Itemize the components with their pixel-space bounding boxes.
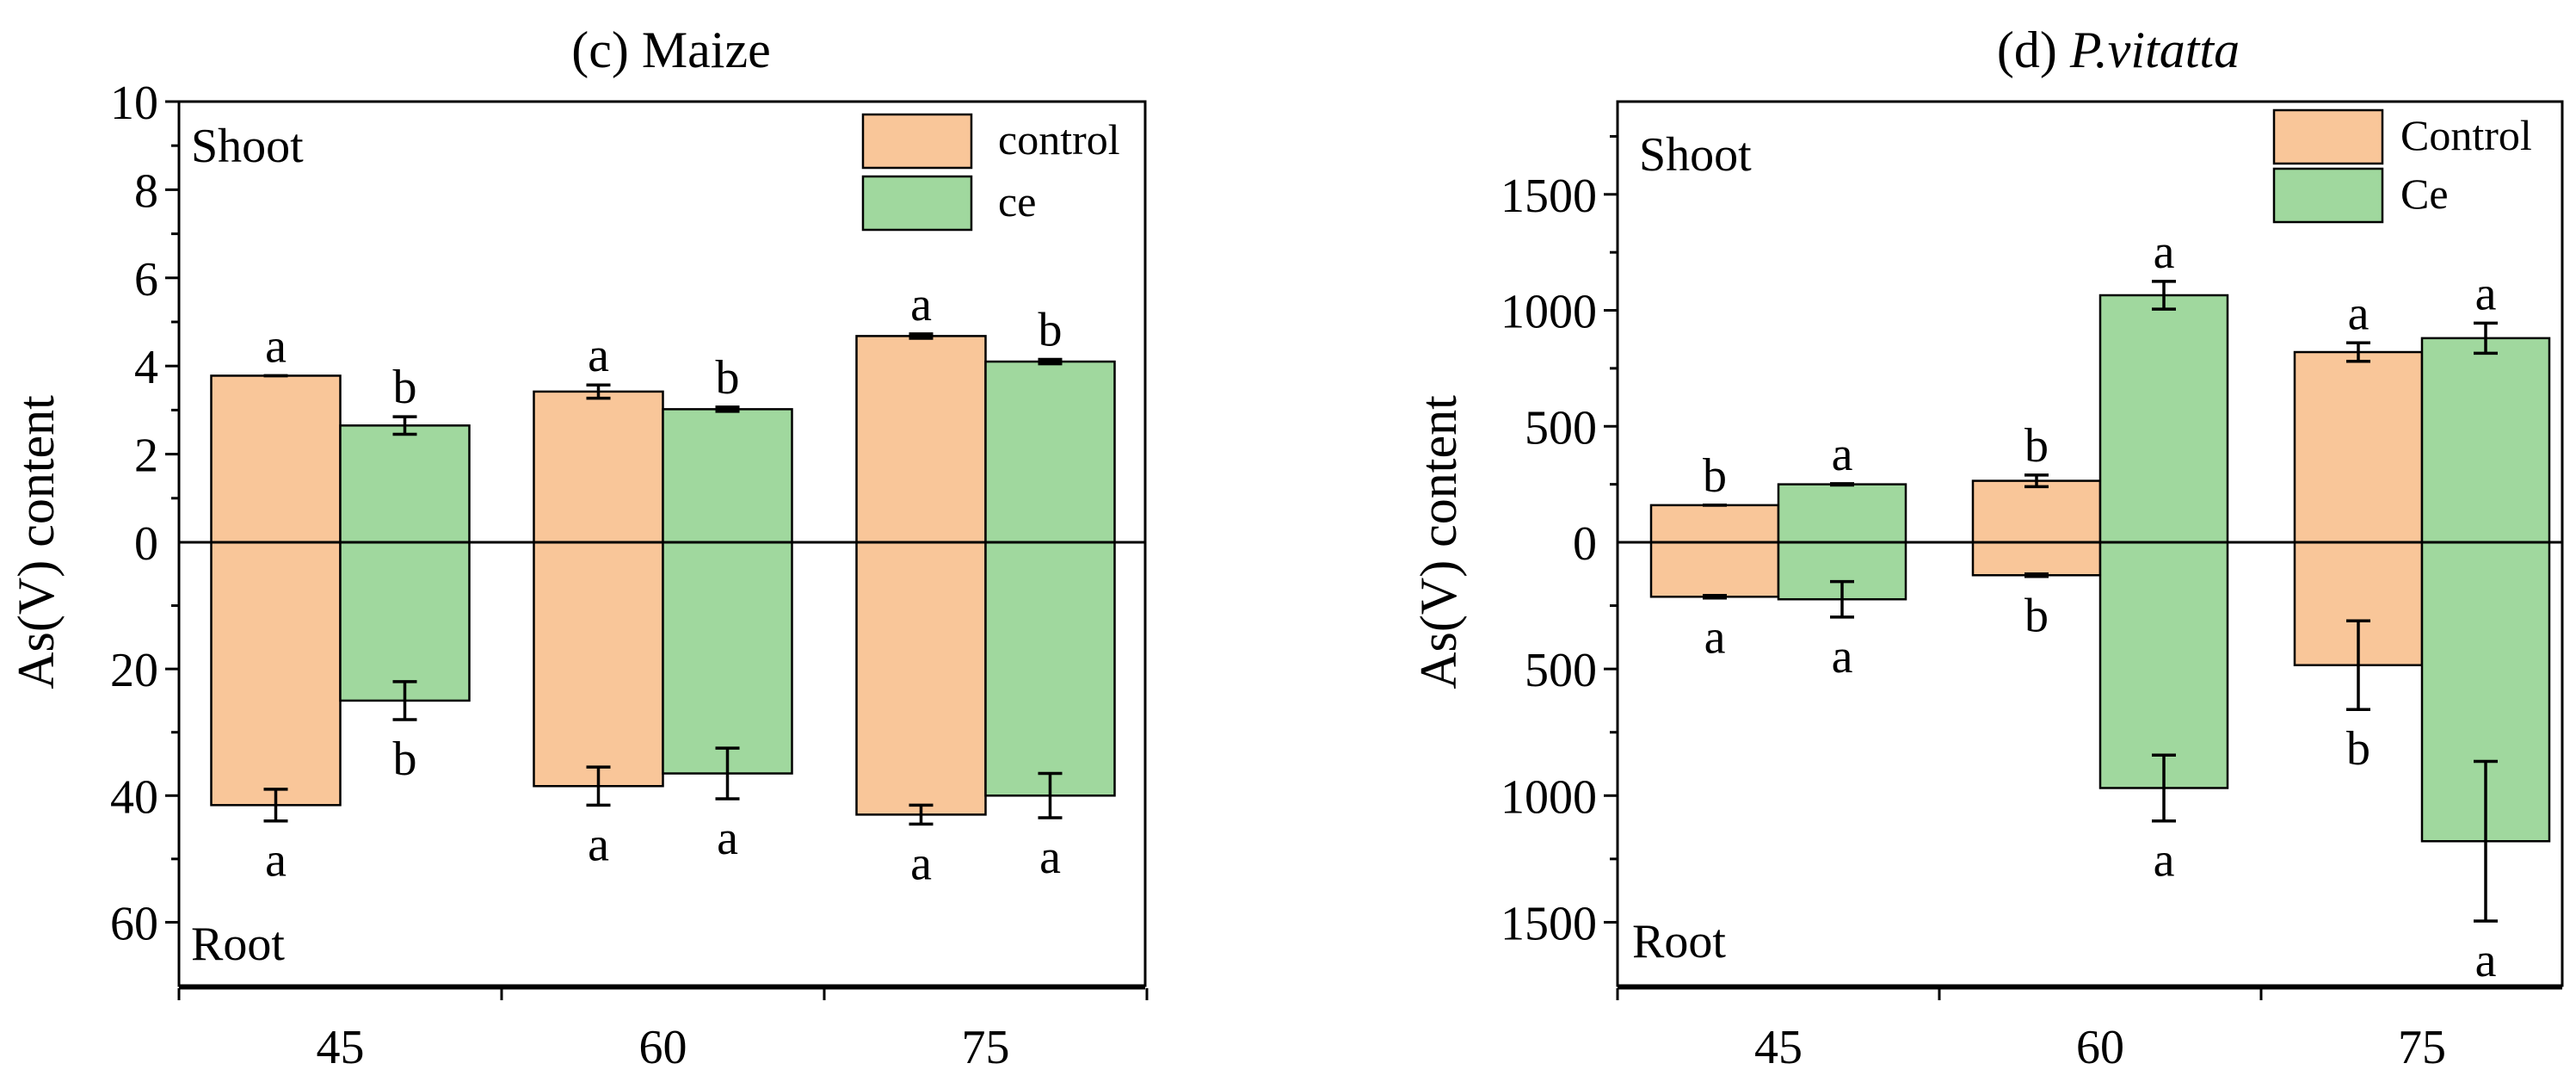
y-tick-label: 40 [110, 770, 158, 824]
bar-root-control-75 [855, 541, 987, 816]
significance-letter: a [2475, 267, 2497, 320]
bar-shoot-control-75 [855, 335, 987, 544]
panel-d: (d) P.vitatta As(V) content 1500 1000 500 0 50… [1410, 22, 2564, 1074]
significance-letter: b [2346, 722, 2370, 776]
bar-shoot-control-60 [1971, 479, 2102, 544]
significance-letter: b [393, 733, 417, 786]
significance-letter: a [588, 329, 609, 382]
significance-letter: b [393, 361, 417, 414]
y-tick-label: 6 [134, 253, 158, 306]
shoot-label: Shoot [191, 120, 304, 173]
bar-shoot-ce-45 [339, 424, 471, 544]
bar-shoot-control-45 [1649, 504, 1780, 544]
significance-letter: b [2024, 590, 2049, 643]
legend-label: Ce [2400, 170, 2449, 218]
y-tick-label: 1000 [1501, 770, 1597, 824]
root-label: Root [191, 918, 285, 971]
significance-letter: a [265, 319, 287, 373]
chart-title-species: Maize [642, 22, 771, 78]
bar-shoot-ce-60 [662, 408, 793, 544]
bar-shoot-control-45 [210, 374, 342, 544]
chart-title-prefix: (c) [571, 22, 642, 78]
significance-letter: a [717, 812, 738, 865]
y-tick-label: 1000 [1501, 286, 1597, 339]
significance-letter: a [910, 837, 932, 890]
legend-swatch-ce [2272, 167, 2384, 224]
y-tick-label: 1500 [1501, 170, 1597, 223]
legend-swatch-control [861, 113, 973, 170]
chart-title-prefix: (d) [1997, 22, 2070, 78]
x-tick-label: 75 [962, 1021, 1010, 1074]
x-tick-label: 45 [317, 1021, 365, 1074]
legend-swatch-ce [861, 175, 973, 232]
bar-shoot-ce-75 [2420, 337, 2551, 544]
significance-letter: b [2024, 419, 2049, 473]
significance-letter: a [2154, 226, 2175, 279]
x-tick-label: 60 [639, 1021, 687, 1074]
y-tick-label: 0 [134, 517, 158, 571]
bar-shoot-ce-60 [2098, 294, 2229, 544]
bar-shoot-control-75 [2293, 350, 2424, 544]
y-axis-label: As(V) content [8, 395, 65, 689]
chart-title: (c) Maize [571, 22, 771, 78]
bar-shoot-ce-75 [984, 360, 1116, 544]
y-tick-label: 500 [1525, 644, 1597, 697]
x-tick-label: 75 [2398, 1021, 2446, 1074]
y-tick-label: 10 [110, 77, 158, 130]
significance-letter: a [1039, 831, 1061, 884]
y-tick-label: 2 [134, 430, 158, 483]
legend-label: Control [2400, 111, 2532, 159]
bar-root-ce-60 [662, 541, 793, 775]
chart-title: (d) P.vitatta [1997, 22, 2240, 78]
bar-root-ce-45 [339, 541, 471, 702]
legend-label: control [998, 115, 1120, 164]
legend-swatch-control [2272, 108, 2384, 165]
bar-root-control-60 [533, 541, 664, 788]
shoot-label: Shoot [1639, 128, 1752, 182]
significance-letter: b [1038, 304, 1063, 357]
y-tick-label: 1500 [1501, 897, 1597, 950]
bar-root-control-45 [210, 541, 342, 807]
chart-title-species: P.vitatta [2069, 22, 2240, 78]
significance-letter: a [2348, 287, 2370, 340]
significance-letter: b [1703, 449, 1727, 503]
significance-letter: a [588, 818, 609, 871]
significance-letter: a [2475, 934, 2497, 987]
bar-root-ce-75 [984, 541, 1116, 797]
y-tick-label: 20 [110, 644, 158, 697]
y-tick-label: 8 [134, 164, 158, 218]
significance-letter: a [910, 278, 932, 331]
bar-shoot-control-60 [533, 390, 664, 544]
significance-letter: a [1832, 428, 1853, 481]
significance-letter: a [265, 834, 287, 887]
significance-letter: a [2154, 834, 2175, 887]
significance-letter: a [1832, 630, 1853, 683]
significance-letter: b [716, 351, 740, 405]
y-tick-label: 0 [1573, 517, 1597, 571]
bar-root-control-45 [1649, 541, 1780, 598]
y-tick-label: 60 [110, 897, 158, 950]
significance-letter: a [1704, 611, 1726, 665]
bar-root-ce-60 [2098, 541, 2229, 789]
y-tick-label: 4 [134, 341, 158, 394]
bar-shoot-ce-45 [1777, 483, 1907, 544]
legend-label: ce [998, 177, 1036, 226]
x-tick-label: 60 [2076, 1021, 2124, 1074]
y-axis-label: As(V) content [1410, 395, 1467, 689]
y-tick-label: 500 [1525, 401, 1597, 454]
bar-root-control-60 [1971, 541, 2102, 577]
x-tick-label: 45 [1754, 1021, 1803, 1074]
root-label: Root [1632, 915, 1726, 968]
